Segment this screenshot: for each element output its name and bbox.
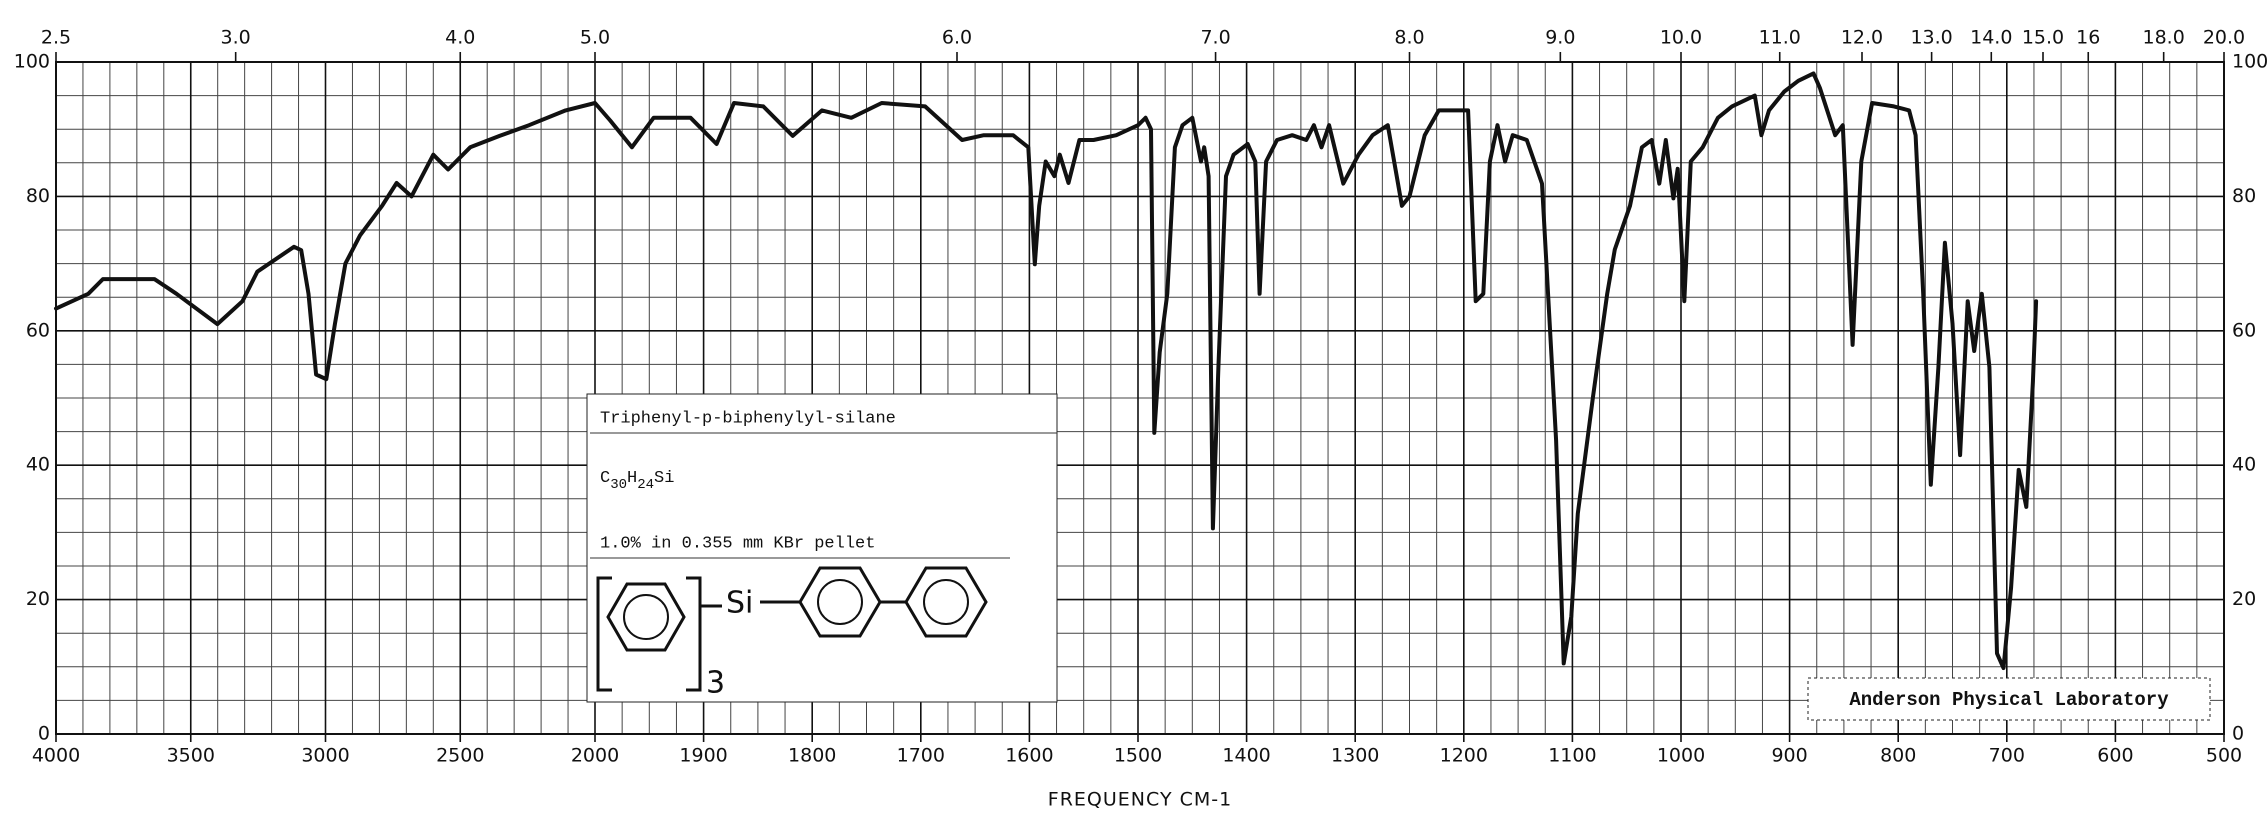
- y-tick-label: 20: [26, 588, 50, 610]
- y-tick-label: 40: [26, 454, 50, 476]
- formula-part: 30: [610, 477, 627, 493]
- sample-box: Triphenyl-p-biphenylyl-silane C30H24Si 1…: [586, 393, 1058, 703]
- sample-description: 1.0% in 0.355 mm KBr pellet: [600, 534, 875, 553]
- x-tick-label: 800: [1880, 745, 1916, 767]
- y2-tick-label: 100: [2232, 51, 2268, 73]
- x-tick-label: 1900: [679, 745, 727, 767]
- benzene-ring: [606, 582, 686, 652]
- y-tick-label: 80: [26, 185, 50, 207]
- x-tick-label: 1500: [1114, 745, 1162, 767]
- ring-circle: [923, 579, 969, 625]
- x-tick-label: 1100: [1548, 745, 1596, 767]
- x-tick-label: 1700: [897, 745, 945, 767]
- structure-count: 3: [706, 666, 725, 701]
- x-tick-label: 1000: [1657, 745, 1705, 767]
- y2-tick-label: 80: [2232, 185, 2256, 207]
- structure: [596, 566, 988, 692]
- formula-part: Si: [654, 469, 674, 488]
- lab-box: Anderson Physical Laboratory: [1807, 677, 2211, 721]
- x-tick-label: 600: [2097, 745, 2133, 767]
- x-tick-label: 2000: [571, 745, 619, 767]
- x-tick-label: 500: [2206, 745, 2242, 767]
- x-tick-label: 900: [1771, 745, 1807, 767]
- x-tick-label: 2500: [436, 745, 484, 767]
- lab-box-bg: [1807, 677, 2211, 721]
- y2-tick-label: 40: [2232, 454, 2256, 476]
- y-tick-label: 100: [14, 51, 50, 73]
- axes: 4000 3500 3000 2500 2000 1900 1800 1700 1600 1500…: [14, 27, 2268, 767]
- structure-atom: Si: [726, 586, 753, 621]
- x2-tick-label: 11.0: [1759, 27, 1801, 49]
- grid: [55, 61, 2225, 735]
- x-tick-label: 1300: [1331, 745, 1379, 767]
- y2-tick-label: 20: [2232, 588, 2256, 610]
- x2-tick-label: 12.0: [1841, 27, 1883, 49]
- formula-part: C: [600, 469, 610, 488]
- x2-tick-label: 5.0: [580, 27, 610, 49]
- lab-name: Anderson Physical Laboratory: [1849, 689, 2169, 711]
- spectrum-line: [54, 71, 2039, 671]
- x-tick-label: 4000: [32, 745, 80, 767]
- y2-tick-label: 0: [2232, 723, 2244, 745]
- x2-tick-label: 18.0: [2143, 27, 2185, 49]
- y2-tick-label: 60: [2232, 319, 2256, 341]
- formula-part: H: [627, 469, 637, 488]
- x2-tick-label: 16: [2076, 27, 2100, 49]
- x2-tick-label: 14.0: [1970, 27, 2012, 49]
- y-tick-label: 60: [26, 319, 50, 341]
- x2-tick-label: 6.0: [942, 27, 972, 49]
- x2-tick-label: 7.0: [1200, 27, 1230, 49]
- bracket: [686, 576, 702, 692]
- x2-tick-label: 13.0: [1910, 27, 1952, 49]
- bracket: [596, 576, 612, 692]
- ring-circle: [817, 579, 863, 625]
- ring-circle: [623, 594, 669, 640]
- x2-tick-label: 2.5: [41, 27, 71, 49]
- x-axis-label: FREQUENCY CM-1: [1048, 789, 1232, 811]
- benzene-ring: [904, 566, 988, 638]
- plot-frame: [55, 61, 2225, 735]
- x2-tick-label: 10.0: [1660, 27, 1702, 49]
- x-tick-label: 1600: [1005, 745, 1053, 767]
- x2-tick-label: 8.0: [1394, 27, 1424, 49]
- plot: [54, 71, 2039, 671]
- x2-tick-label: 15.0: [2022, 27, 2064, 49]
- x-tick-label: 3000: [301, 745, 349, 767]
- x-tick-label: 1800: [788, 745, 836, 767]
- x-tick-label: 700: [1989, 745, 2025, 767]
- x-tick-label: 1200: [1440, 745, 1488, 767]
- compound-name: Triphenyl-p-biphenylyl-silane: [600, 409, 896, 428]
- x2-tick-label: 3.0: [221, 27, 251, 49]
- y-tick-label: 0: [38, 723, 50, 745]
- formula-part: 24: [637, 477, 654, 493]
- x2-tick-label: 20.0: [2203, 27, 2245, 49]
- x2-tick-label: 9.0: [1545, 27, 1575, 49]
- x-tick-label: 3500: [167, 745, 215, 767]
- x-tick-label: 1400: [1222, 745, 1270, 767]
- x2-tick-label: 4.0: [445, 27, 475, 49]
- formula: C30H24Si: [600, 469, 674, 492]
